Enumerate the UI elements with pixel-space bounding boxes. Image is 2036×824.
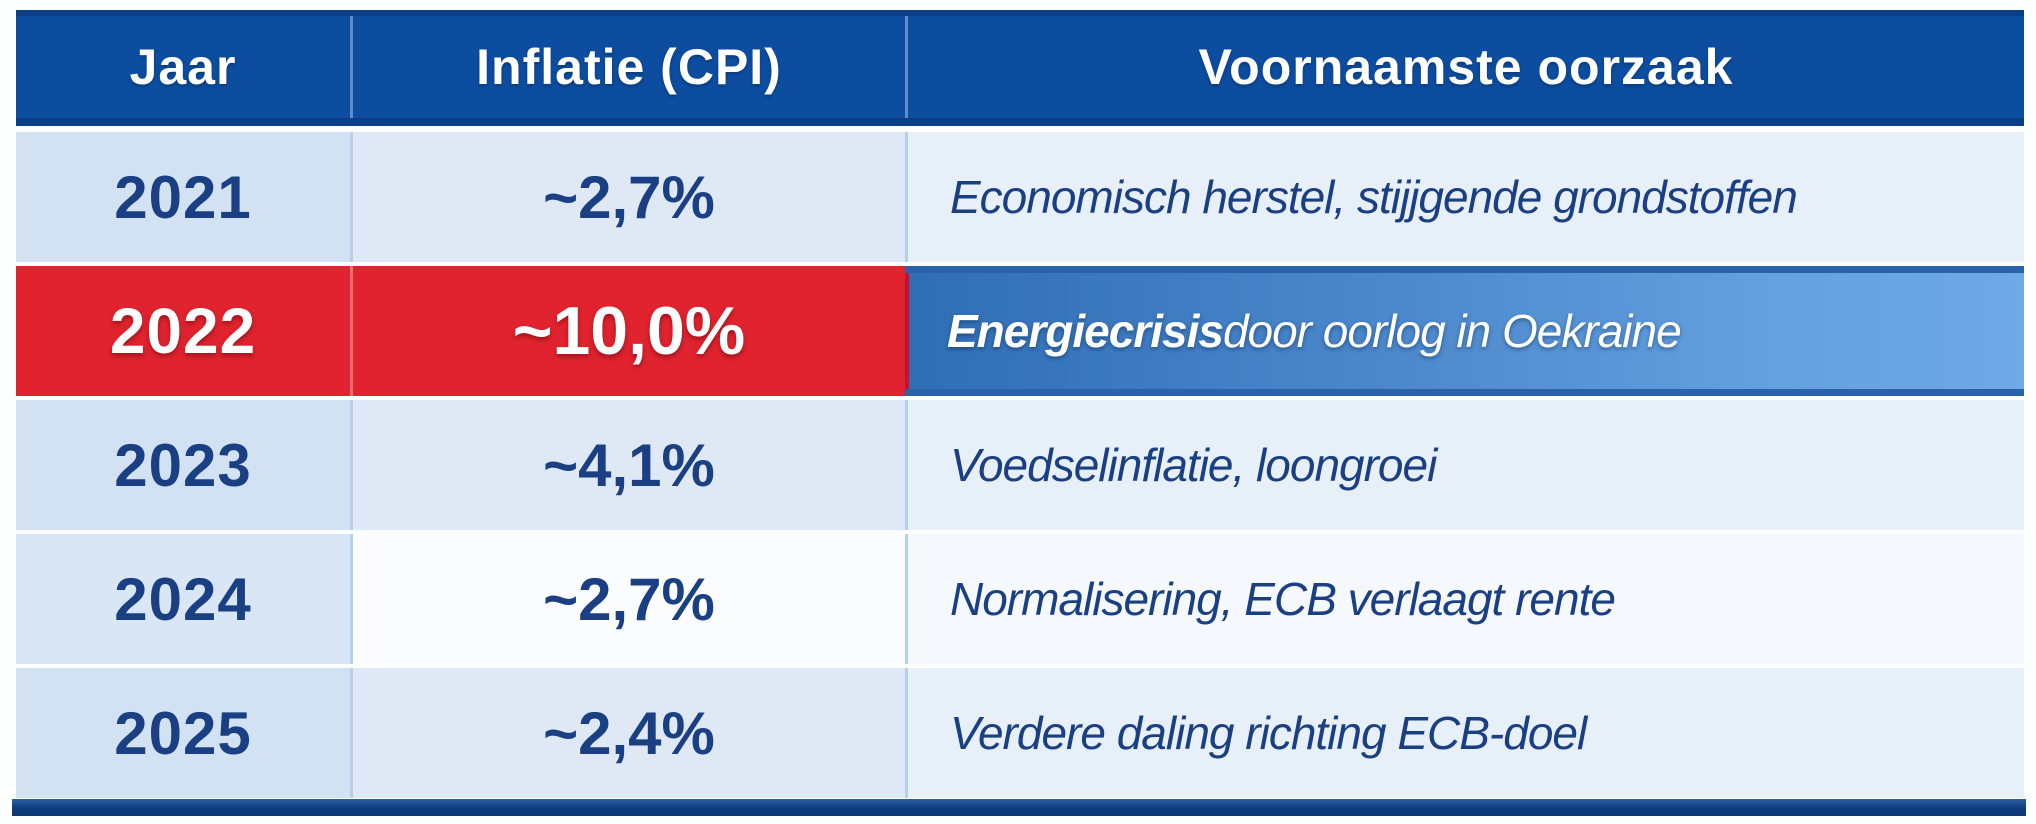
cause-cell: Energiecrisis door oorlog in Oekraine <box>905 266 2024 396</box>
inflation-cell: ~10,0% <box>350 266 905 396</box>
inflation-table: Jaar Inflatie (CPI) Voornaamste oorzaak … <box>16 10 2024 798</box>
table-row: 2022 ~10,0% Energiecrisis door oorlog in… <box>16 266 2024 400</box>
year-cell: 2024 <box>16 534 350 664</box>
bottom-accent-bar <box>12 799 2026 816</box>
column-header-inflatie-cpi: Inflatie (CPI) <box>350 16 905 118</box>
year-cell: 2021 <box>16 132 350 262</box>
year-cell: 2025 <box>16 668 350 798</box>
cause-text: door oorlog in Oekraine <box>1222 305 1682 357</box>
cause-text: Voedselinflatie, loongroei <box>950 439 1437 491</box>
cause-text: Economisch herstel, stijjgende grondstof… <box>950 171 1798 223</box>
table-header-row: Jaar Inflatie (CPI) Voornaamste oorzaak <box>16 10 2024 126</box>
cause-cell: Verdere daling richting ECB-doel <box>905 668 2024 798</box>
inflation-cell: ~2,4% <box>350 668 905 798</box>
cause-cell: Economisch herstel, stijjgende grondstof… <box>905 132 2024 262</box>
inflation-cell: ~2,7% <box>350 534 905 664</box>
cause-bold-text: Energiecrisis <box>947 305 1224 357</box>
table-row: 2025 ~2,4% Verdere daling richting ECB-d… <box>16 668 2024 798</box>
column-header-voornaamste-oorzaak: Voornaamste oorzaak <box>905 16 2024 118</box>
cause-cell: Normalisering, ECB verlaagt rente <box>905 534 2024 664</box>
inflation-cell: ~4,1% <box>350 400 905 530</box>
year-cell: 2022 <box>16 266 350 396</box>
year-cell: 2023 <box>16 400 350 530</box>
table-row: 2024 ~2,7% Normalisering, ECB verlaagt r… <box>16 534 2024 668</box>
table-body: 2021 ~2,7% Economisch herstel, stijjgend… <box>16 132 2024 798</box>
column-header-jaar: Jaar <box>129 39 237 95</box>
cause-text: Normalisering, ECB verlaagt rente <box>950 573 1616 625</box>
inflation-cell: ~2,7% <box>350 132 905 262</box>
cause-text: Verdere daling richting ECB-doel <box>950 707 1587 759</box>
table-row: 2023 ~4,1% Voedselinflatie, loongroei <box>16 400 2024 534</box>
table-row: 2021 ~2,7% Economisch herstel, stijjgend… <box>16 132 2024 266</box>
cause-cell: Voedselinflatie, loongroei <box>905 400 2024 530</box>
